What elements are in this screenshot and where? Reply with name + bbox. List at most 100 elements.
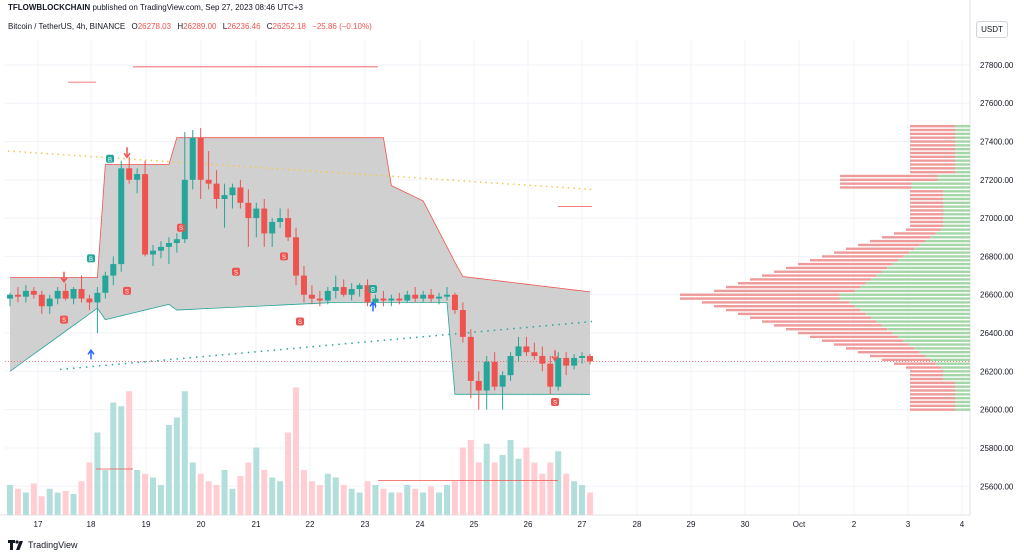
volume-profile-row (910, 144, 955, 147)
x-tick-label: 20 (197, 520, 206, 529)
volume-profile-row (858, 243, 920, 247)
symbol-legend: Bitcoin / TetherUS, 4h, BINANCE O26278.0… (8, 21, 372, 33)
candle-body (197, 137, 204, 180)
open-value: 26278.03 (137, 22, 172, 31)
volume-profile-row (840, 178, 938, 182)
volume-profile-row (858, 350, 920, 354)
volume-bar (46, 488, 53, 515)
volume-profile-row (887, 328, 970, 331)
volume-bar (555, 451, 562, 515)
volume-profile-row (762, 320, 877, 323)
volume-profile-row (726, 308, 861, 312)
candle-body (62, 290, 69, 299)
volume-profile-row (865, 282, 970, 285)
x-tick-label: 4 (960, 520, 965, 529)
volume-bar (261, 470, 268, 515)
symbol-text[interactable]: Bitcoin / TetherUS, 4h, BINANCE (8, 22, 126, 31)
volume-profile-row (762, 274, 877, 277)
volume-profile-row (930, 358, 970, 362)
volume-profile-row (910, 140, 955, 143)
currency-button[interactable]: USDT (976, 21, 1008, 38)
volume-bar (388, 492, 395, 515)
volume-bar (165, 425, 172, 515)
sell-badge-label: S (282, 255, 286, 261)
volume-profile-row (870, 354, 925, 358)
volume-profile-row (854, 289, 970, 293)
volume-profile-row (910, 132, 955, 136)
sell-badge (551, 397, 559, 406)
volume-profile-row (876, 320, 970, 323)
volume-bar (436, 492, 443, 515)
volume-profile-row (910, 159, 955, 162)
volume-bar (253, 447, 260, 515)
candle-body (316, 298, 323, 301)
y-tick-label: 27000.00 (980, 214, 1014, 223)
candle-body (245, 202, 252, 219)
volume-profile-row (955, 151, 970, 155)
volume-bar (579, 485, 586, 515)
cloud-lower-line (9, 301, 590, 395)
y-tick-label: 27400.00 (980, 138, 1014, 147)
buy-badge (369, 284, 377, 293)
candle-body (340, 287, 347, 295)
volume-profile-row (774, 324, 882, 327)
volume-profile-row (914, 347, 970, 350)
volume-profile-row (910, 136, 955, 139)
candle-body (46, 298, 53, 307)
volume-profile-row (910, 408, 955, 411)
volume-bar (118, 406, 125, 515)
volume-profile-row (935, 362, 970, 365)
volume-profile-row (955, 167, 970, 170)
candle-body (134, 174, 141, 180)
x-tick-label: 22 (306, 520, 315, 529)
y-tick-label: 26400.00 (980, 329, 1014, 338)
volume-profile-row (955, 381, 970, 385)
volume-bar (531, 462, 538, 515)
volume-bar (54, 492, 61, 515)
volume-profile-row (906, 228, 942, 231)
candle-body (308, 294, 315, 299)
volume-profile-row (910, 216, 943, 220)
volume-profile-row (943, 220, 970, 224)
volume-profile-row (943, 209, 970, 212)
sell-badge (232, 267, 240, 276)
volume-profile-row (943, 193, 970, 197)
candle-body (14, 294, 21, 297)
volume-bar (150, 477, 157, 515)
volume-bar (70, 494, 77, 515)
y-tick-label: 25600.00 (980, 482, 1014, 491)
candle-body (7, 294, 13, 299)
volume-profile-row (910, 400, 955, 404)
volume-profile-row (937, 174, 970, 178)
volume-profile-row (910, 220, 943, 224)
volume-profile-row (910, 224, 943, 227)
volume-bar (173, 417, 180, 515)
volume-profile-row (839, 293, 970, 296)
volume-bar (293, 387, 300, 515)
volume-profile-row (955, 140, 970, 143)
buy-badge-label: B (108, 157, 112, 163)
volume-profile-row (898, 259, 970, 262)
volume-profile-row (910, 370, 943, 373)
candle-body (181, 179, 188, 240)
volume-profile-row (910, 393, 955, 396)
volume-bar (277, 481, 284, 515)
volume-profile-row (882, 236, 931, 239)
volume-profile-row (894, 362, 936, 365)
sell-badge-label: S (553, 400, 557, 406)
volume-profile-row (955, 400, 970, 404)
volume-bar (62, 491, 69, 515)
volume-bar (412, 488, 419, 515)
volume-profile-row (919, 243, 970, 247)
candle-body (459, 310, 466, 337)
volume-profile-row (955, 159, 970, 162)
volume-profile-row (955, 396, 970, 400)
candle-body (555, 357, 562, 387)
candle-body (22, 290, 29, 297)
sell-badge (123, 286, 131, 295)
sell-badge (60, 315, 68, 324)
volume-profile-row (941, 228, 970, 231)
x-tick-label: 18 (87, 520, 96, 529)
volume-profile-row (910, 128, 955, 132)
